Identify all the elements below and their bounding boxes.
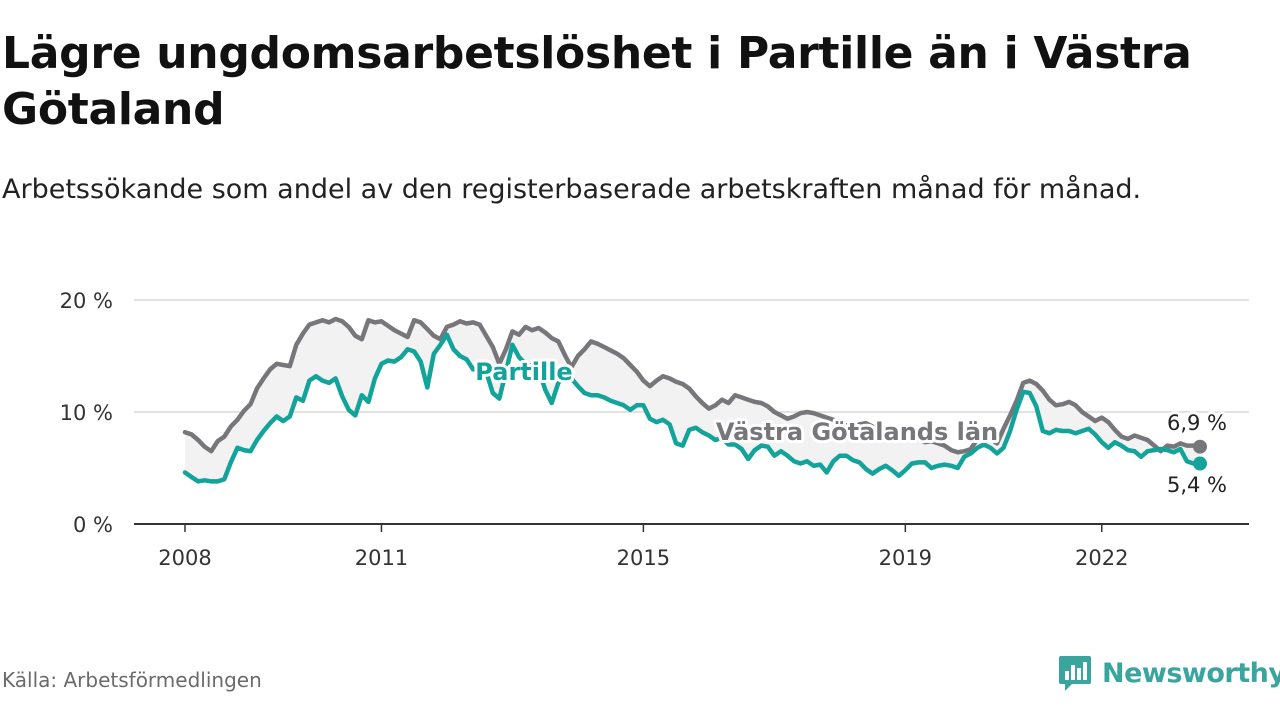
y-tick-label: 0 %	[73, 513, 113, 537]
bar-chart-icon	[1059, 656, 1091, 691]
series-label-vastra-gotaland: Västra Götalands län	[716, 418, 998, 446]
y-tick-label: 10 %	[60, 401, 113, 425]
source-note: Källa: Arbetsförmedlingen	[2, 668, 262, 692]
series-lines	[182, 316, 1207, 484]
x-tick-label: 2008	[158, 546, 211, 570]
x-tick-label: 2019	[879, 546, 932, 570]
chart-title: Lägre ungdomsarbetslöshet i Partille än …	[2, 28, 1192, 135]
end-value-label-vastra-gotaland: 6,9 %	[1167, 411, 1227, 435]
x-tick-label: 2015	[617, 546, 670, 570]
brand-name: Newsworthy	[1102, 657, 1280, 689]
y-axis-ticks: 0 % 10 % 20 %	[60, 289, 113, 537]
end-dot-partille	[1193, 456, 1207, 471]
brand-logo: Newsworthy	[1058, 653, 1280, 693]
series-line-partille	[182, 332, 1203, 484]
y-tick-label: 20 %	[60, 289, 113, 313]
difference-band	[185, 319, 1200, 482]
end-dot-vastra-gotaland	[1193, 439, 1207, 454]
series-line-vastra-gotaland	[182, 316, 1203, 455]
x-tick-label: 2011	[355, 546, 408, 570]
series-labels: 6,9 % 5,4 % Partille Västra Götalands län	[472, 355, 1230, 500]
x-axis-ticks: 2008 2011 2015 2019 2022	[158, 524, 1129, 570]
x-tick-label: 2022	[1075, 546, 1128, 570]
series-label-partille: Partille	[475, 358, 572, 386]
end-value-label-partille: 5,4 %	[1167, 473, 1227, 497]
chart-subtitle: Arbetssökande som andel av den registerb…	[2, 174, 1142, 205]
